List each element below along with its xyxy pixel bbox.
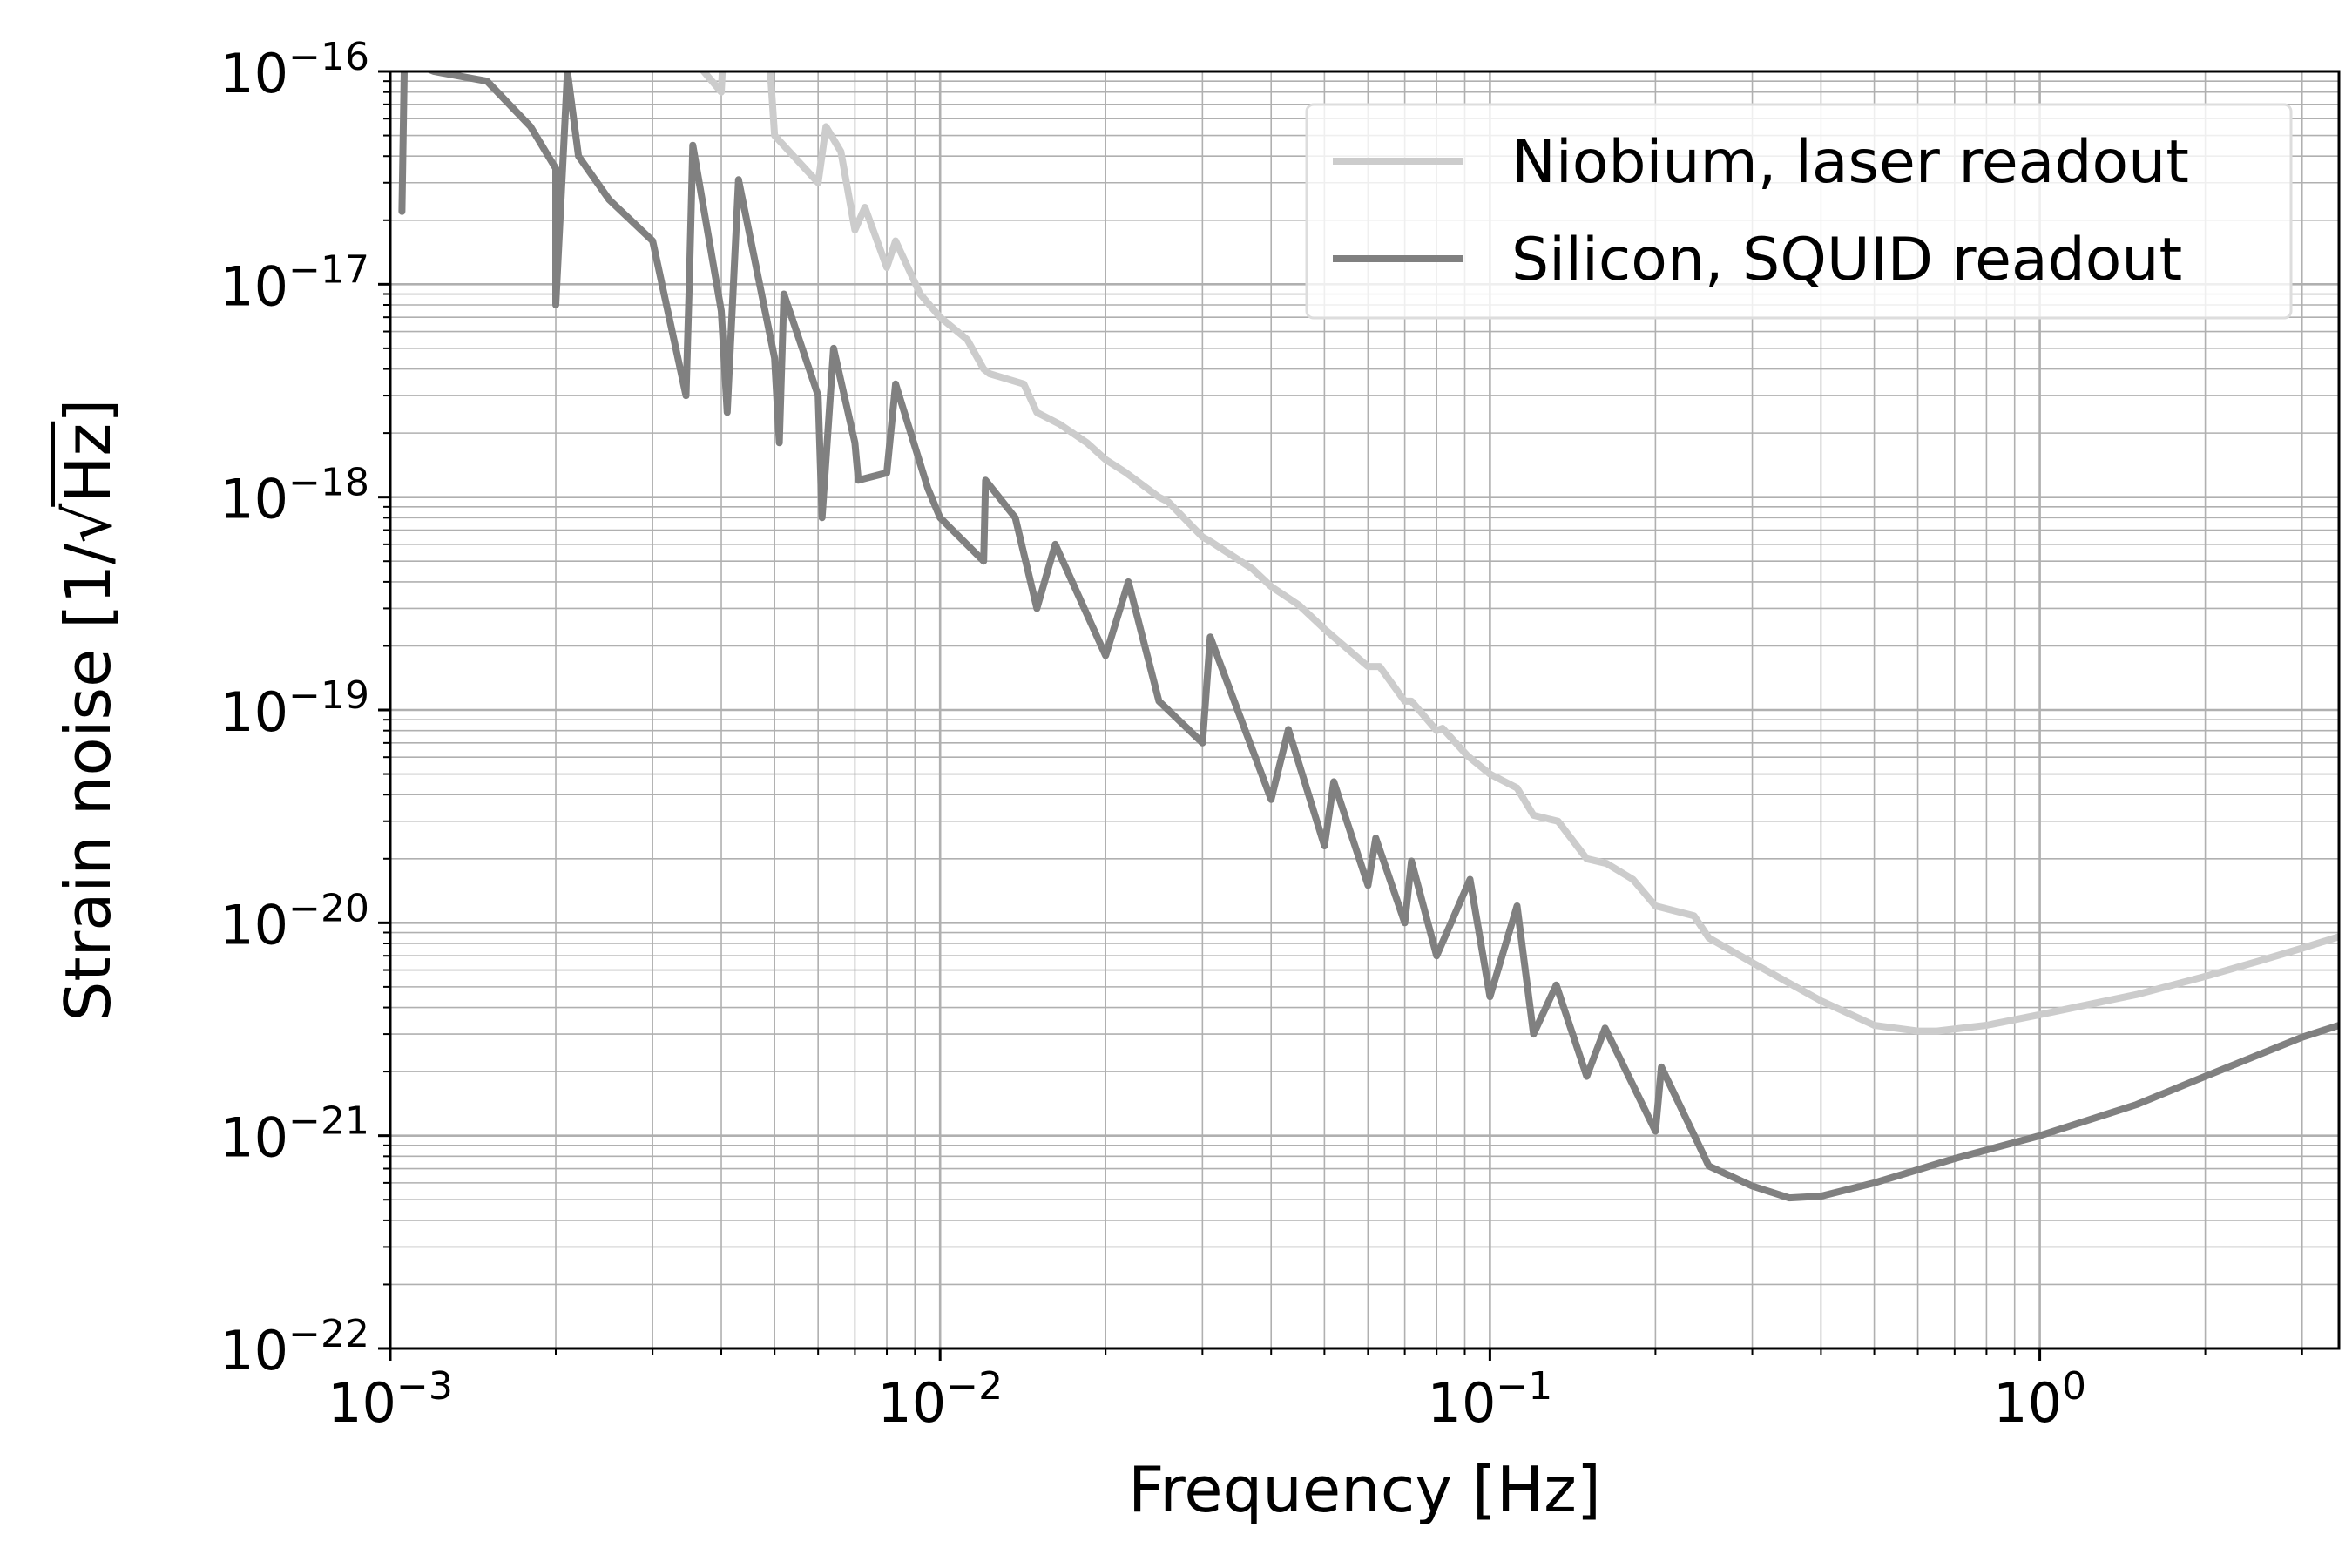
series-niobium-laser-readout bbox=[699, 71, 2339, 1035]
tick-labels: 10−3 10−2 10−1 100 10−22 10−21 10−20 10−19 10−18… bbox=[220, 35, 2086, 1435]
y-tick-label: 10−16 bbox=[220, 35, 369, 105]
y-axis-label-prefix: Strain noise [1/ bbox=[51, 543, 125, 1021]
legend-box bbox=[1305, 103, 2293, 320]
x-tick-label: 100 bbox=[1993, 1364, 2086, 1435]
legend: Niobium, laser readout Silicon, SQUID re… bbox=[1305, 103, 2293, 320]
y-tick-label: 10−17 bbox=[220, 247, 369, 318]
x-tick-label: 10−2 bbox=[877, 1364, 1003, 1435]
y-axis-label-radical: √ bbox=[51, 504, 125, 544]
legend-label-silicon: Silicon, SQUID readout bbox=[1511, 226, 2182, 294]
y-tick-label: 10−19 bbox=[220, 673, 369, 744]
y-tick-label: 10−22 bbox=[220, 1312, 369, 1382]
y-axis-label-suffix: ] bbox=[51, 399, 125, 423]
axis-ticks bbox=[378, 70, 2303, 1361]
legend-label-niobium: Niobium, laser readout bbox=[1511, 128, 2189, 197]
x-tick-label: 10−3 bbox=[328, 1364, 453, 1435]
y-axis-label-radicand: Hz bbox=[51, 423, 125, 504]
y-tick-label: 10−21 bbox=[220, 1099, 369, 1170]
x-tick-label: 10−1 bbox=[1428, 1364, 1553, 1435]
series-silicon-squid-readout bbox=[398, 71, 2339, 1202]
plot-series bbox=[398, 71, 2339, 1202]
y-tick-label: 10−20 bbox=[220, 886, 369, 956]
y-tick-label: 10−18 bbox=[220, 461, 369, 531]
x-axis-label: Frequency [Hz] bbox=[1128, 1453, 1601, 1526]
y-axis-label: Strain noise [1/√Hz] bbox=[51, 399, 125, 1022]
svg-text:Strain noise [1/√Hz]: Strain noise [1/√Hz] bbox=[51, 399, 125, 1022]
